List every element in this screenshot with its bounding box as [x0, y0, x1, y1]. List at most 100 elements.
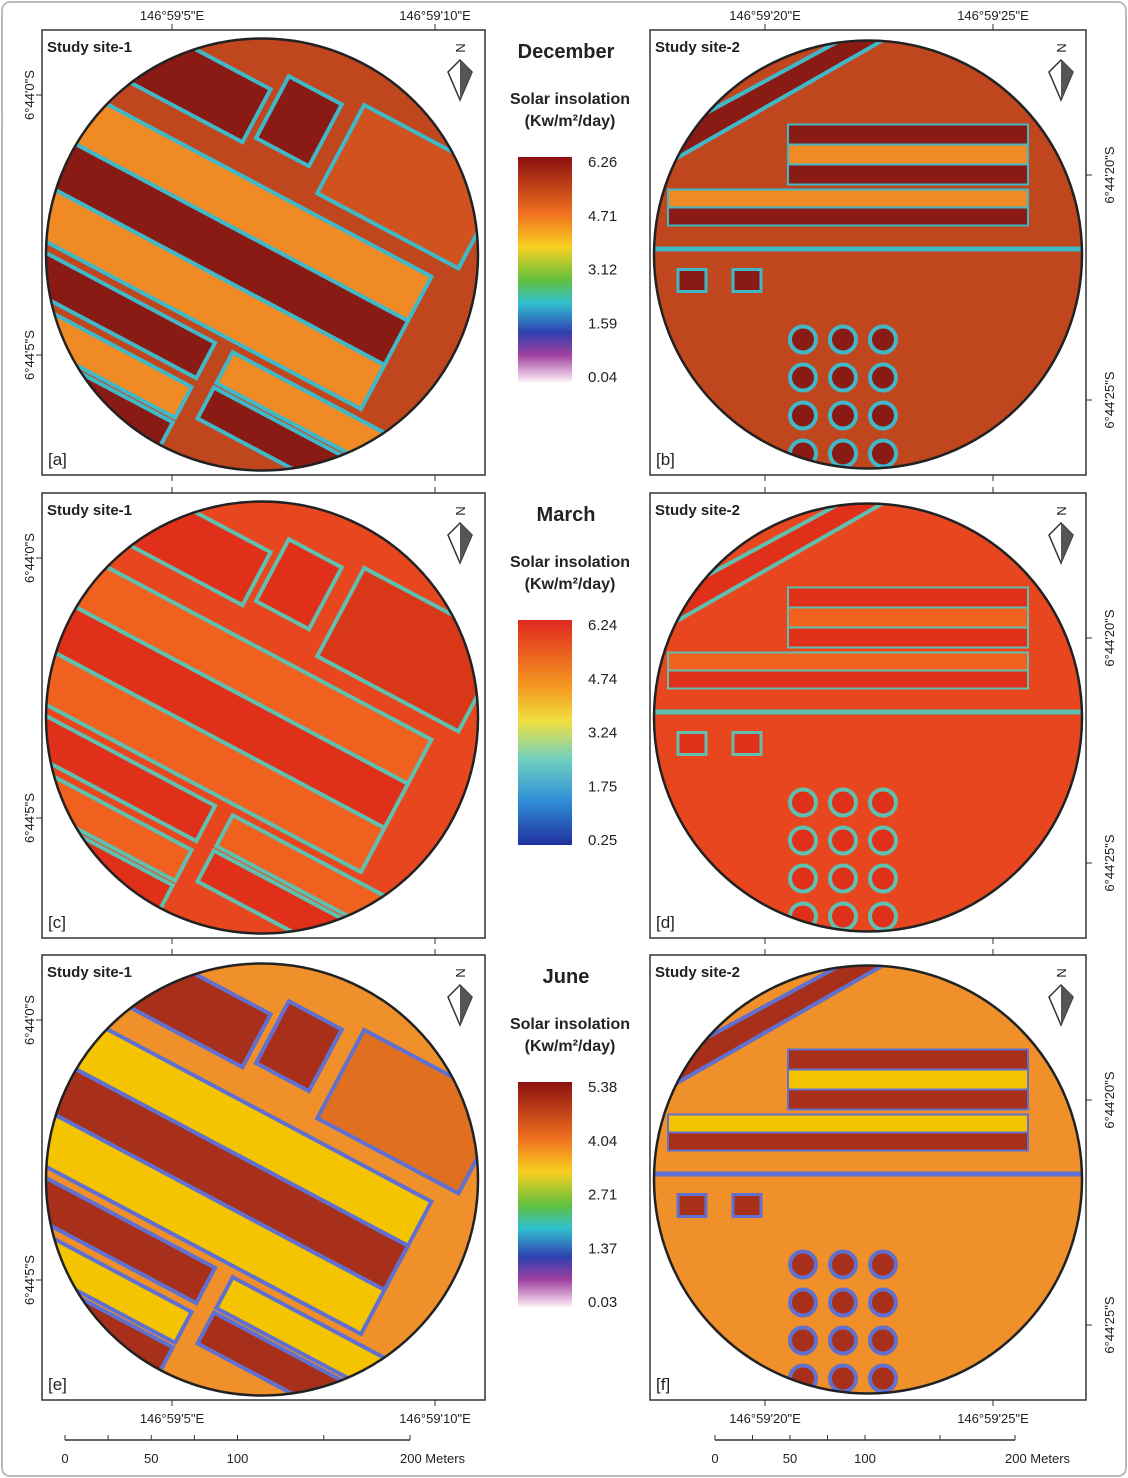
lat-label: 6°44'20"S [1102, 146, 1117, 203]
legend-tick: 1.75 [588, 778, 617, 795]
roof [788, 1090, 1028, 1110]
month-title: December [518, 41, 615, 63]
lon-label: 146°59'25"E [957, 8, 1029, 23]
tank [790, 403, 816, 429]
tank [870, 441, 896, 467]
lat-label: 6°44'25"S [1102, 371, 1117, 428]
lat-label: 6°44'5"S [22, 793, 37, 843]
roof [788, 608, 1028, 628]
figure: Study site-1[a]N146°59'5"E146°59'10"E6°4… [0, 0, 1128, 1478]
lon-label: 146°59'20"E [729, 1411, 801, 1426]
north-label: N [1054, 968, 1069, 977]
lon-label: 146°59'5"E [140, 1411, 205, 1426]
lon-label: 146°59'25"E [957, 1411, 1029, 1426]
tank [830, 1328, 856, 1354]
site-label: Study site-2 [655, 964, 740, 981]
legend-tick: 3.12 [588, 262, 617, 279]
tank [830, 1366, 856, 1392]
scale-label: 50 [144, 1451, 158, 1466]
site-label: Study site-2 [655, 39, 740, 56]
scale-label: 0 [711, 1451, 718, 1466]
lat-label: 6°44'5"S [22, 1255, 37, 1305]
legend-tick: 0.04 [588, 369, 617, 386]
lat-label: 6°44'20"S [1102, 609, 1117, 666]
tank [870, 1328, 896, 1354]
roof [788, 125, 1028, 145]
lat-label: 6°44'0"S [22, 995, 37, 1045]
roof [668, 671, 1028, 689]
tank [870, 866, 896, 892]
month-title: June [543, 966, 590, 988]
north-label: N [453, 506, 468, 515]
building [733, 1195, 761, 1217]
site-label: Study site-2 [655, 502, 740, 519]
tank [830, 441, 856, 467]
tank [790, 790, 816, 816]
north-label: N [453, 43, 468, 52]
roof [788, 1070, 1028, 1090]
road [648, 710, 1088, 715]
building [678, 733, 706, 755]
roof [668, 1115, 1028, 1133]
site-label: Study site-1 [47, 502, 132, 519]
legend-tick: 6.26 [588, 154, 617, 171]
legend-tick: 4.04 [588, 1133, 617, 1150]
tank [790, 866, 816, 892]
north-label: N [1054, 43, 1069, 52]
legend-tick: 1.37 [588, 1240, 617, 1257]
road [648, 1172, 1088, 1177]
tank [790, 828, 816, 854]
legend-tick: 6.24 [588, 617, 617, 634]
lat-label: 6°44'5"S [22, 330, 37, 380]
legend-tick: 4.71 [588, 208, 617, 225]
roof [668, 1133, 1028, 1151]
tank [870, 828, 896, 854]
roof [788, 165, 1028, 185]
lat-label: 6°44'25"S [1102, 1296, 1117, 1353]
legend-tick: 4.74 [588, 671, 617, 688]
tank [790, 365, 816, 391]
site-label: Study site-1 [47, 39, 132, 56]
scale-label: 200 Meters [400, 1451, 466, 1466]
tank [830, 828, 856, 854]
panel-label: [b] [656, 450, 675, 469]
legend-tick: 0.03 [588, 1294, 617, 1311]
legend-tick: 3.24 [588, 725, 617, 742]
legend-unit: (Kw/m²/day) [525, 113, 616, 130]
roof [788, 588, 1028, 608]
legend-title: Solar insolation [510, 91, 630, 108]
panel-label: [f] [656, 1375, 670, 1394]
colorbar [518, 1082, 572, 1307]
roof [788, 1050, 1028, 1070]
roof [668, 208, 1028, 226]
roof [788, 145, 1028, 165]
tank [790, 1252, 816, 1278]
legend-unit: (Kw/m²/day) [525, 576, 616, 593]
north-label: N [453, 968, 468, 977]
legend-tick: 1.59 [588, 315, 617, 332]
legend-title: Solar insolation [510, 554, 630, 571]
panel-label: [d] [656, 913, 675, 932]
tank [830, 904, 856, 930]
tank [870, 327, 896, 353]
site-label: Study site-1 [47, 964, 132, 981]
roof [668, 190, 1028, 208]
roof [668, 653, 1028, 671]
lat-label: 6°44'20"S [1102, 1071, 1117, 1128]
building [678, 1195, 706, 1217]
panel-label: [c] [48, 913, 66, 932]
lat-label: 6°44'0"S [22, 70, 37, 120]
scale-label: 200 Meters [1005, 1451, 1071, 1466]
tank [830, 365, 856, 391]
lon-label: 146°59'5"E [140, 8, 205, 23]
lon-label: 146°59'10"E [399, 8, 471, 23]
building [678, 270, 706, 292]
scale-label: 100 [854, 1451, 876, 1466]
tank [870, 790, 896, 816]
scale-label: 100 [227, 1451, 249, 1466]
tank [830, 403, 856, 429]
tank [870, 403, 896, 429]
tank [830, 1290, 856, 1316]
building [733, 270, 761, 292]
tank [790, 327, 816, 353]
